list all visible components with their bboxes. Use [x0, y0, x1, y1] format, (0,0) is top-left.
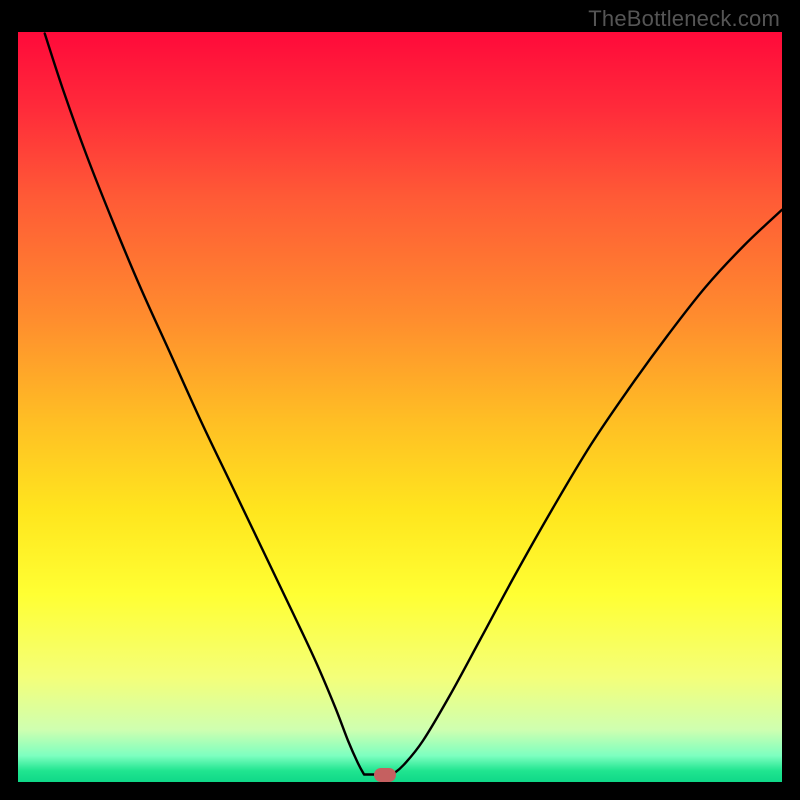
chart-frame: TheBottleneck.com: [0, 0, 800, 800]
curve-path: [45, 34, 782, 775]
watermark-text: TheBottleneck.com: [588, 6, 780, 32]
bottleneck-curve: [18, 32, 782, 782]
plot-area: [18, 32, 782, 782]
optimum-marker: [374, 768, 396, 782]
